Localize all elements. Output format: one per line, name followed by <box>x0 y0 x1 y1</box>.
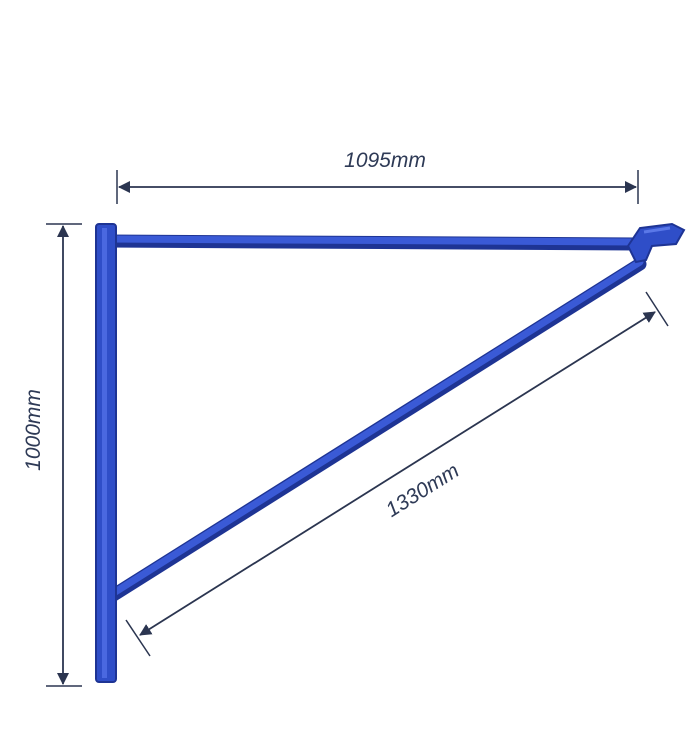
extension-tick-diagonal-top <box>645 291 669 327</box>
dimension-line-diagonal <box>139 311 656 636</box>
horizontal-arm-highlight <box>100 235 646 246</box>
dimension-diagonal: 1330mm <box>125 291 669 657</box>
diagonal-brace-highlight <box>108 258 644 598</box>
dimension-vertical: 1000mm <box>22 223 82 687</box>
steel-bracket <box>95 222 686 683</box>
dimension-label-horizontal: 1095mm <box>344 149 426 172</box>
dimension-label-vertical: 1000mm <box>22 389 45 471</box>
end-clip <box>626 222 686 264</box>
dimension-horizontal: 1095mm <box>116 149 639 204</box>
extension-tick-diagonal-bottom <box>125 619 151 657</box>
vertical-post-highlight <box>102 228 107 678</box>
dimension-label-diagonal: 1330mm <box>382 459 463 522</box>
